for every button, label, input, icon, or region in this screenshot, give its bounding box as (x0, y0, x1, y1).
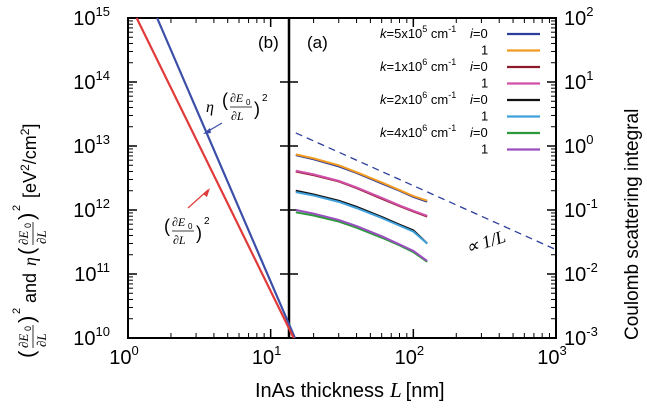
svg-text:∂E: ∂E (16, 334, 31, 348)
left-tick-label: 1014 (73, 68, 110, 94)
legend-i-label: i=0 (470, 92, 488, 107)
panel-b-line-0 (156, 17, 296, 339)
left-tick-label: 1010 (73, 324, 110, 350)
svg-text:): ) (14, 213, 39, 220)
panel-a-line-4 (295, 189, 428, 245)
svg-text:): ) (14, 316, 39, 323)
svg-text:2: 2 (11, 308, 23, 314)
plot-frame (127, 17, 557, 339)
right-tick-label: 10-2 (564, 260, 598, 286)
legend-i-label: 1 (481, 76, 488, 91)
panel-a-line-5 (295, 191, 428, 245)
panel-a-line-7 (295, 209, 428, 262)
panel-label-a: (a) (307, 33, 328, 52)
left-tick-label: 1011 (74, 260, 110, 286)
legend-k-label: k=2x106 cm-1 (380, 90, 456, 107)
svg-text:η: η (20, 257, 40, 266)
svg-text:2: 2 (204, 216, 210, 227)
svg-text:2: 2 (11, 205, 23, 211)
left-tick-label: 1012 (73, 196, 110, 222)
left-tick-label: 1013 (73, 132, 110, 158)
left-axis-ticks: 1010 1011 1012 1013 1014 1015 (73, 4, 289, 350)
x-axis-label: InAs thickness L [nm] (255, 378, 445, 402)
panel-a-line-3 (295, 169, 428, 217)
svg-text:∂E: ∂E (230, 91, 244, 105)
legend-i-label: 1 (481, 142, 488, 157)
svg-text:and: and (20, 273, 40, 303)
annotation-eta-derivative: η ( ∂E 0 ∂L ) 2 (203, 90, 268, 134)
svg-text:0: 0 (246, 98, 251, 107)
svg-text:(: ( (222, 90, 228, 110)
svg-text:∂L: ∂L (231, 109, 244, 123)
svg-text:): ) (254, 99, 260, 119)
right-tick-label: 10-3 (564, 324, 598, 350)
legend: k=5x105 cm-1 i=01k=1x106 cm-1 i=01k=2x106 … (380, 24, 540, 157)
svg-text:η: η (206, 99, 214, 116)
legend-k-label: k=1x106 cm-1 (380, 57, 456, 74)
panel-a-line-1 (295, 153, 428, 202)
svg-text:[eV2/cm2]: [eV2/cm2] (18, 124, 40, 198)
legend-k-label: k=4x106 cm-1 (380, 123, 456, 140)
x-tick-label: 102 (395, 343, 424, 369)
right-tick-label: 100 (564, 132, 593, 158)
annotation-derivative: ( ∂E 0 ∂L ) 2 (164, 188, 210, 247)
svg-text:0: 0 (188, 222, 193, 231)
right-tick-label: 102 (564, 4, 593, 30)
svg-text:∂L: ∂L (34, 333, 49, 347)
legend-i-label: i=0 (470, 125, 488, 140)
right-y-axis-label: Coulomb scattering integral (622, 109, 643, 340)
svg-text:∝1/L: ∝1/L (463, 226, 508, 258)
panel-a-series (295, 132, 557, 263)
left-y-axis-label: ( ∂E 0 ∂L ) 2 and η ( ∂E 0 ∂L ) 2 [eV2/c… (11, 124, 49, 358)
svg-text:(: ( (164, 216, 170, 236)
svg-text:∂E: ∂E (16, 231, 31, 245)
legend-k-label: k=5x105 cm-1 (380, 24, 456, 41)
svg-text:0: 0 (23, 223, 33, 228)
right-tick-label: 10-1 (564, 196, 598, 222)
panel-b-series (135, 17, 296, 339)
panel-label-b: (b) (258, 33, 279, 52)
svg-text:∂L: ∂L (173, 233, 186, 247)
legend-i-label: 1 (481, 109, 488, 124)
panel-b-line-1 (135, 17, 295, 339)
svg-text:(: ( (14, 350, 39, 358)
svg-text:∂L: ∂L (34, 230, 49, 244)
x-tick-label: 100 (109, 343, 138, 369)
legend-i-label: 1 (481, 43, 488, 58)
svg-text:(: ( (14, 247, 39, 255)
svg-text:2: 2 (262, 93, 268, 104)
panel-a-line-6 (295, 211, 428, 263)
svg-text:0: 0 (23, 326, 33, 331)
legend-i-label: i=0 (470, 26, 488, 41)
svg-text:): ) (196, 223, 202, 243)
svg-text:∂E: ∂E (172, 215, 186, 229)
x-tick-label: 103 (537, 343, 566, 369)
right-axis-ticks: 10-3 10-2 10-1 100 101 102 (289, 4, 598, 350)
bottom-axis-ticks: 100 101 102 103 (109, 18, 567, 369)
reference-line-label: ∝1/L (463, 226, 508, 258)
x-tick-label: 101 (252, 343, 281, 369)
legend-i-label: i=0 (470, 59, 488, 74)
right-tick-label: 101 (564, 68, 593, 94)
left-tick-label: 1015 (73, 4, 110, 30)
